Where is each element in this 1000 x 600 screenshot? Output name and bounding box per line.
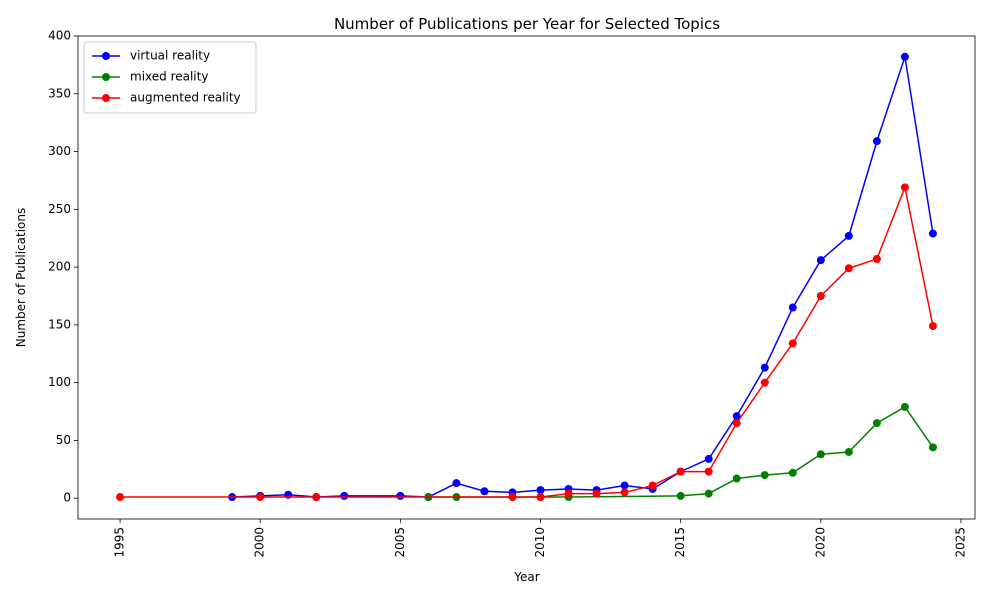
legend-marker-mixed-reality [102, 73, 110, 81]
data-point-augmented-reality [312, 493, 321, 502]
data-point-augmented-reality [256, 493, 265, 502]
data-point-mixed-reality [816, 450, 825, 459]
data-point-virtual-reality [732, 412, 741, 421]
data-point-mixed-reality [900, 402, 909, 411]
data-point-augmented-reality [592, 489, 601, 498]
data-point-virtual-reality [704, 454, 713, 463]
data-point-virtual-reality [844, 231, 853, 240]
y-tick-label: 300 [48, 144, 71, 158]
y-axis-label: Number of Publications [14, 208, 28, 348]
data-point-augmented-reality [816, 291, 825, 300]
data-point-virtual-reality [872, 137, 881, 146]
data-point-mixed-reality [732, 474, 741, 483]
plot-area-frame [77, 35, 976, 520]
x-tick-label: 2000 [253, 527, 267, 558]
y-tick-label: 100 [48, 375, 71, 389]
x-axis: 1995 2000 2005 2010 2015 2020 2025 [113, 519, 967, 558]
data-point-virtual-reality [452, 479, 461, 488]
data-point-augmented-reality [900, 183, 909, 192]
data-point-mixed-reality [928, 443, 937, 452]
data-point-augmented-reality [116, 493, 125, 502]
chart-title: Number of Publications per Year for Sele… [334, 15, 720, 33]
legend-marker-augmented-reality [102, 94, 110, 102]
data-point-augmented-reality [928, 322, 937, 331]
data-point-augmented-reality [760, 378, 769, 387]
series-layer [116, 52, 937, 502]
x-tick-label: 2010 [533, 527, 547, 558]
data-point-augmented-reality [844, 264, 853, 273]
x-tick-label: 2005 [393, 527, 407, 558]
data-point-augmented-reality [564, 489, 573, 498]
data-point-virtual-reality [480, 487, 489, 496]
data-point-mixed-reality [872, 419, 881, 428]
data-point-virtual-reality [396, 491, 405, 500]
y-tick-label: 50 [56, 433, 71, 447]
data-point-augmented-reality [536, 493, 545, 502]
x-tick-label: 1995 [113, 527, 127, 558]
data-point-augmented-reality [648, 481, 657, 490]
data-point-augmented-reality [704, 467, 713, 476]
data-point-augmented-reality [620, 488, 629, 497]
y-axis: 0 50 100 150 200 250 300 350 400 [48, 29, 78, 505]
y-tick-label: 250 [48, 202, 71, 216]
series-augmented-reality [116, 183, 937, 502]
data-point-virtual-reality [816, 256, 825, 265]
y-tick-label: 400 [48, 29, 71, 43]
legend-label-mixed-reality: mixed reality [130, 70, 208, 84]
data-point-virtual-reality [760, 363, 769, 372]
x-tick-label: 2015 [673, 527, 687, 558]
data-point-virtual-reality [340, 491, 349, 500]
data-point-virtual-reality [788, 303, 797, 312]
data-point-mixed-reality [676, 491, 685, 500]
data-point-mixed-reality [788, 468, 797, 477]
data-point-virtual-reality [928, 229, 937, 238]
data-point-virtual-reality [900, 52, 909, 61]
data-point-augmented-reality [872, 255, 881, 264]
legend-label-virtual-reality: virtual reality [130, 49, 210, 63]
legend-label-augmented-reality: augmented reality [130, 91, 241, 105]
legend: virtual reality mixed reality augmented re… [83, 41, 257, 114]
data-point-augmented-reality [788, 339, 797, 348]
data-point-virtual-reality [536, 486, 545, 495]
y-tick-label: 0 [63, 491, 71, 505]
legend-box [83, 41, 257, 114]
x-axis-label: Year [513, 570, 539, 584]
data-point-virtual-reality [620, 481, 629, 490]
legend-marker-virtual-reality [102, 52, 110, 60]
data-point-augmented-reality [676, 467, 685, 476]
x-tick-label: 2025 [953, 527, 967, 558]
data-point-mixed-reality [844, 447, 853, 456]
data-point-mixed-reality [760, 471, 769, 480]
y-tick-label: 200 [48, 260, 71, 274]
y-tick-label: 350 [48, 86, 71, 100]
data-point-augmented-reality [732, 419, 741, 428]
data-point-mixed-reality [704, 489, 713, 498]
x-tick-label: 2020 [813, 527, 827, 558]
y-tick-label: 150 [48, 317, 71, 331]
data-point-augmented-reality [508, 493, 517, 502]
